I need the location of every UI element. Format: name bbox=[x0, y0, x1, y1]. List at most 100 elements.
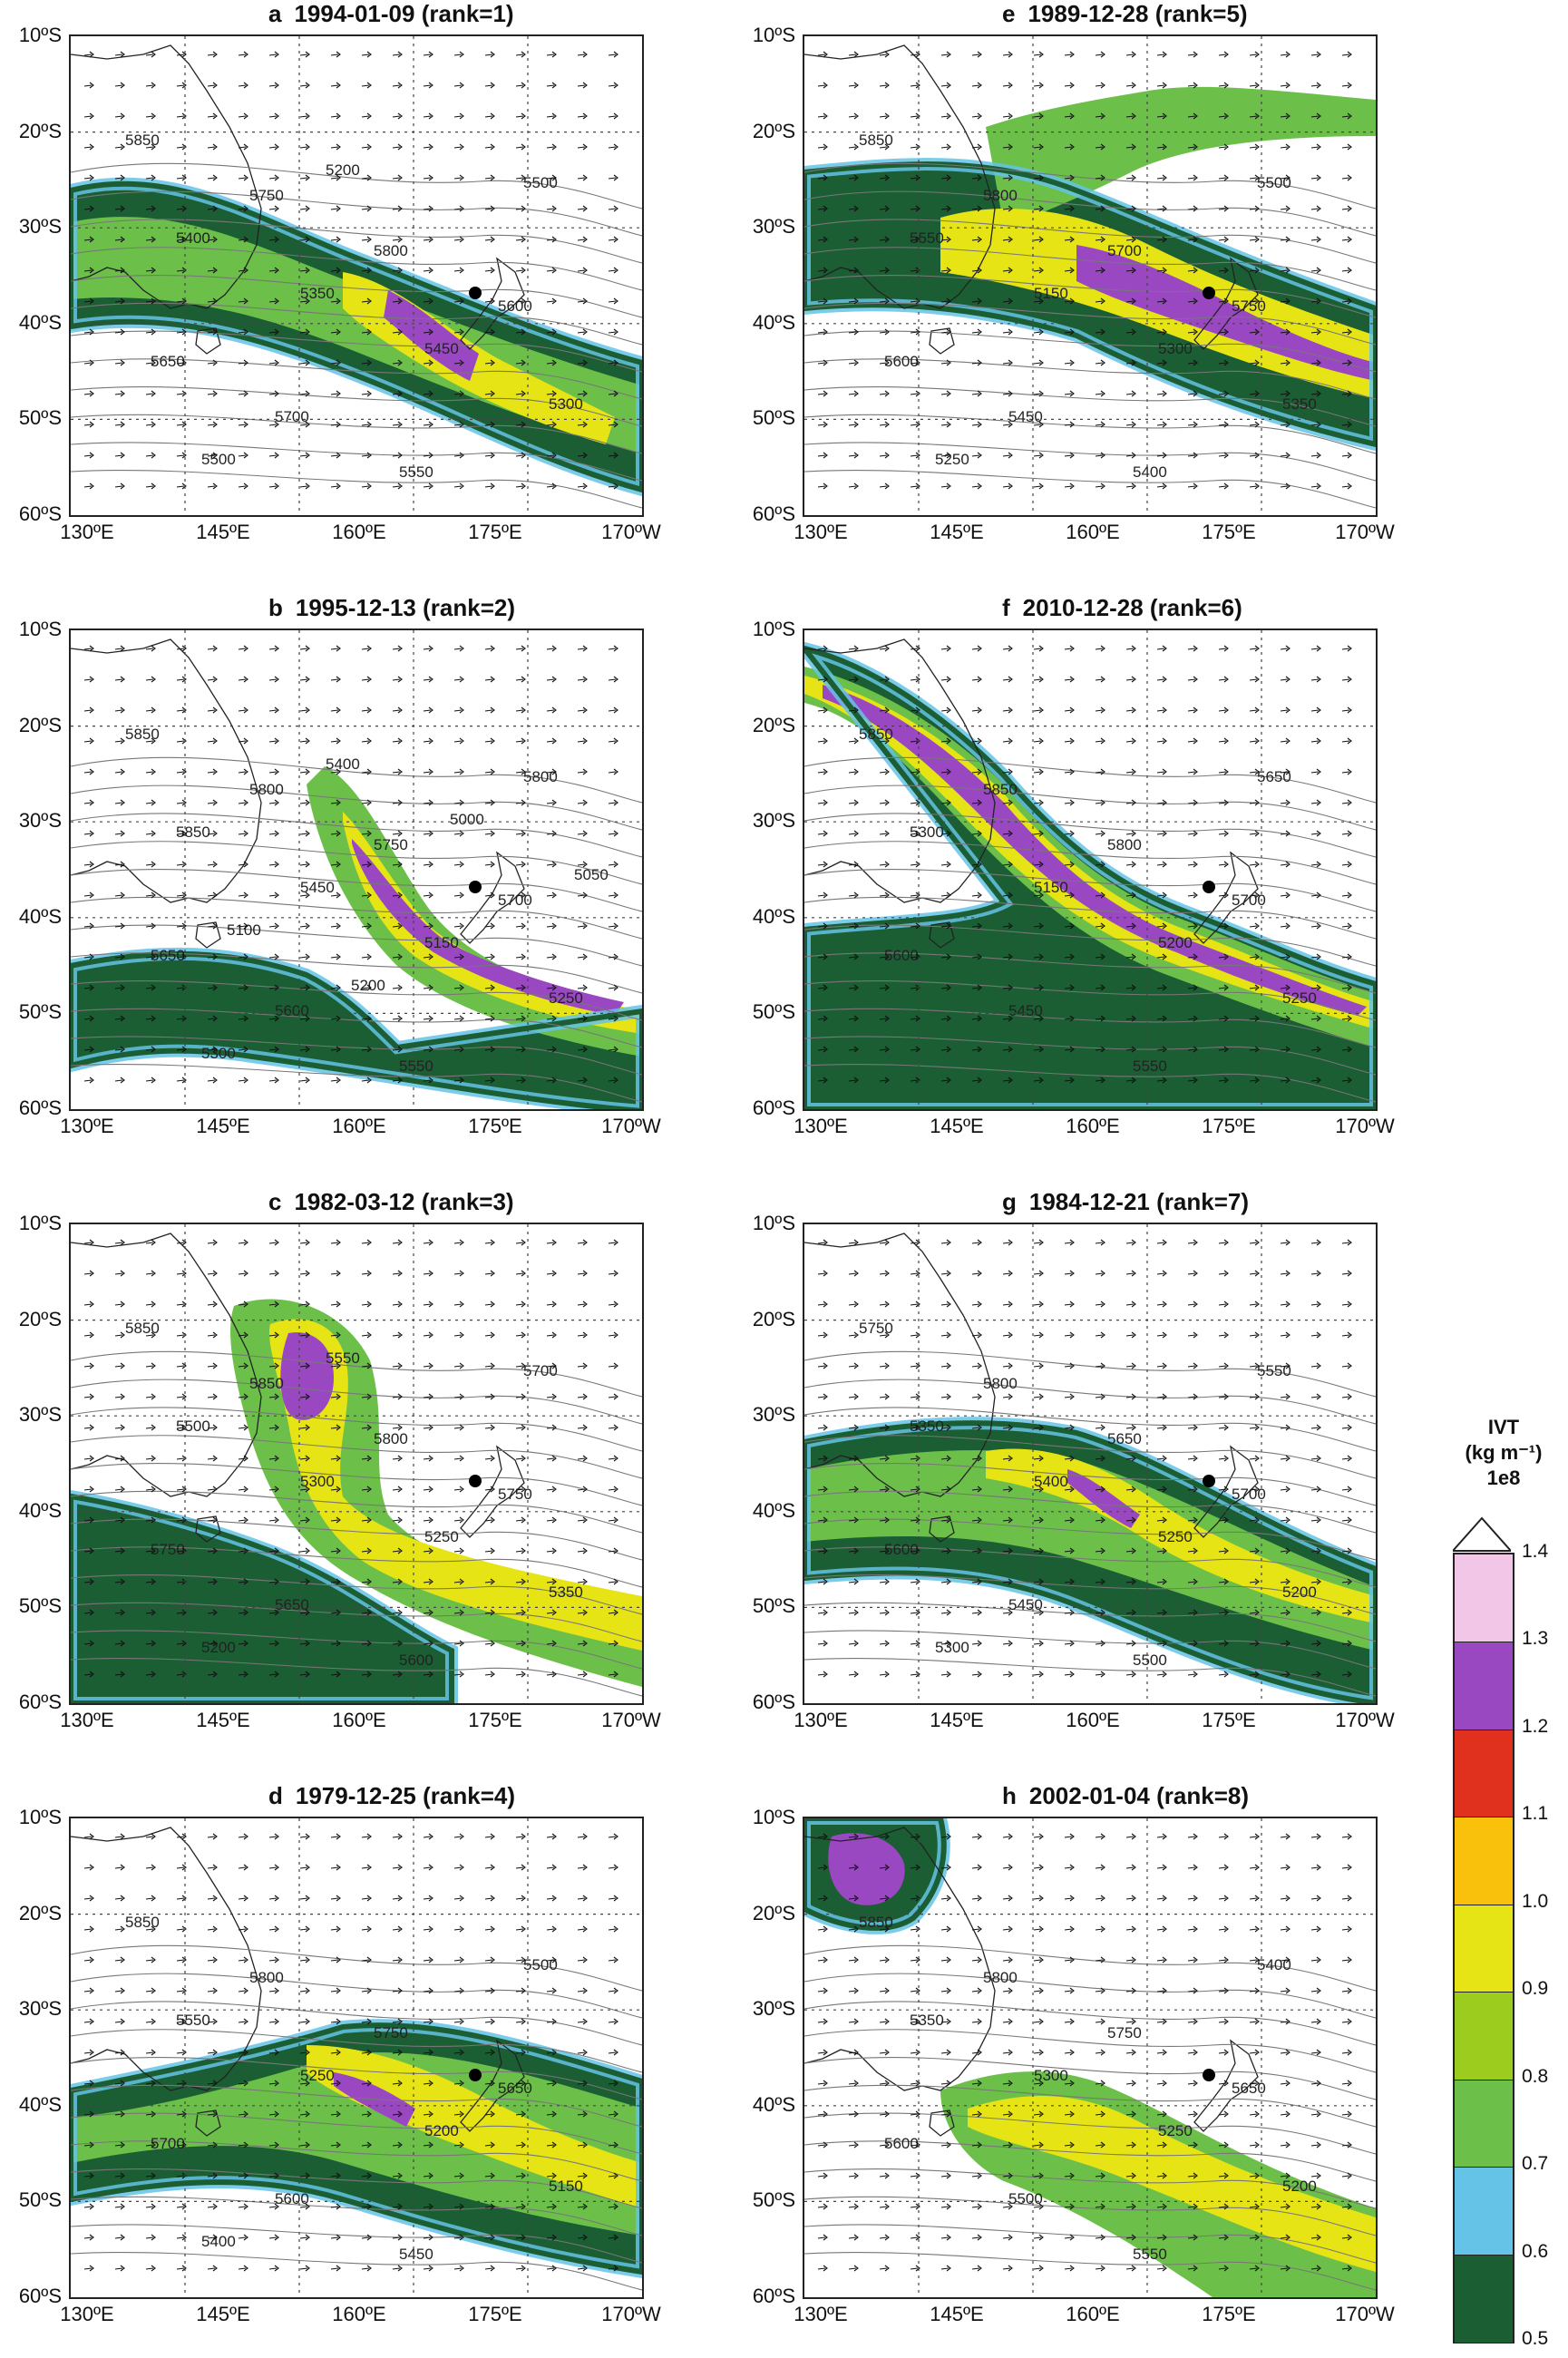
wind-vector bbox=[176, 1895, 187, 1902]
wind-vector bbox=[848, 1956, 859, 1963]
wind-vector bbox=[392, 51, 403, 58]
wind-vector bbox=[879, 1239, 890, 1246]
wind-vector bbox=[848, 205, 859, 212]
wind-vector bbox=[1002, 922, 1013, 930]
height-contour bbox=[804, 1379, 1376, 1425]
wind-vector bbox=[1341, 953, 1352, 960]
height-contour bbox=[71, 924, 642, 967]
wind-vector bbox=[910, 2018, 920, 2025]
wind-vector bbox=[299, 174, 310, 181]
wind-vector bbox=[453, 2265, 464, 2272]
height-contour bbox=[804, 2168, 1376, 2209]
colorbar-segment bbox=[1455, 1992, 1513, 2080]
wind-vector bbox=[238, 2110, 248, 2118]
wind-vector bbox=[114, 1393, 125, 1400]
wind-vector bbox=[238, 174, 248, 181]
colorbar-tick: 0.5 bbox=[1522, 2328, 1549, 2349]
wind-vector bbox=[910, 2203, 920, 2210]
wind-vector bbox=[1341, 1671, 1352, 1678]
wind-vector bbox=[1002, 267, 1013, 274]
wind-vector bbox=[608, 645, 618, 652]
wind-vector bbox=[1310, 892, 1321, 899]
wind-vector bbox=[299, 297, 310, 305]
wind-vector bbox=[1156, 2080, 1167, 2087]
wind-vector bbox=[114, 2172, 125, 2179]
wind-vector bbox=[1125, 1895, 1136, 1902]
contour-label: 5350 bbox=[910, 1418, 944, 1435]
wind-vector bbox=[879, 1925, 890, 1933]
wind-vector bbox=[392, 236, 403, 243]
wind-vector bbox=[879, 1833, 890, 1840]
wind-vector bbox=[1095, 1578, 1105, 1585]
wind-vector bbox=[1033, 768, 1044, 775]
wind-vector bbox=[577, 1895, 588, 1902]
wind-vector bbox=[608, 1640, 618, 1647]
wind-vector bbox=[910, 1455, 920, 1462]
wind-vector bbox=[577, 706, 588, 714]
wind-vector bbox=[145, 421, 156, 428]
wind-vector bbox=[453, 112, 464, 120]
wind-vector bbox=[1341, 1393, 1352, 1400]
wind-vector bbox=[1156, 1424, 1167, 1431]
wind-vector bbox=[817, 1239, 828, 1246]
wind-vector bbox=[423, 2018, 433, 2025]
wind-vector bbox=[330, 892, 341, 899]
wind-vector bbox=[423, 706, 433, 714]
wind-vector bbox=[299, 1424, 310, 1431]
wind-vector bbox=[1310, 861, 1321, 868]
wind-vector bbox=[608, 328, 618, 336]
contour-label: 5300 bbox=[549, 395, 583, 413]
wind-vector bbox=[577, 328, 588, 336]
lon-label: 175ºE bbox=[1202, 1709, 1256, 1731]
wind-vector bbox=[114, 2234, 125, 2241]
wind-vector bbox=[1310, 1015, 1321, 1022]
wind-vector bbox=[1187, 737, 1198, 745]
wind-vector bbox=[940, 1362, 951, 1369]
lon-label: 175ºE bbox=[468, 521, 522, 543]
wind-vector bbox=[299, 51, 310, 58]
contour-label: 5700 bbox=[498, 892, 532, 909]
wind-vector bbox=[207, 1455, 218, 1462]
wind-vector bbox=[1156, 452, 1167, 459]
wind-vector bbox=[361, 830, 372, 837]
wind-vector bbox=[879, 1424, 890, 1431]
contour-label: 5600 bbox=[884, 2135, 919, 2152]
colorbar-body bbox=[1453, 1553, 1514, 2343]
lat-label: 30ºS bbox=[18, 215, 62, 239]
contour-label: 5600 bbox=[399, 1652, 433, 1669]
wind-vector bbox=[515, 676, 526, 683]
wind-vector bbox=[608, 1956, 618, 1963]
wind-vector bbox=[1341, 482, 1352, 490]
wind-vector bbox=[1033, 799, 1044, 806]
wind-vector bbox=[1249, 892, 1260, 899]
wind-vector bbox=[83, 799, 94, 806]
wind-vector bbox=[1249, 799, 1260, 806]
wind-vector bbox=[1095, 236, 1105, 243]
wind-vector bbox=[1156, 1609, 1167, 1616]
wind-vector bbox=[546, 1671, 557, 1678]
height-contour bbox=[71, 1379, 642, 1425]
wind-vector bbox=[608, 1331, 618, 1339]
wind-vector bbox=[1249, 452, 1260, 459]
wind-vector bbox=[330, 452, 341, 459]
wind-vector bbox=[484, 482, 495, 490]
wind-vector bbox=[1002, 953, 1013, 960]
wind-vector bbox=[484, 2234, 495, 2241]
wind-vector bbox=[848, 984, 859, 991]
wind-vector bbox=[361, 922, 372, 930]
wind-vector bbox=[848, 1239, 859, 1246]
colorbar-segment bbox=[1455, 2079, 1513, 2168]
wind-vector bbox=[268, 676, 279, 683]
wind-vector bbox=[1249, 737, 1260, 745]
wind-vector bbox=[971, 922, 982, 930]
wind-vector bbox=[1249, 1424, 1260, 1431]
height-contour bbox=[71, 2224, 642, 2264]
wind-vector bbox=[546, 1640, 557, 1647]
wind-vector bbox=[910, 359, 920, 366]
wind-vector bbox=[848, 1362, 859, 1369]
contour-label: 5750 bbox=[151, 1541, 185, 1558]
height-contour bbox=[804, 1435, 1376, 1479]
wind-vector bbox=[848, 1833, 859, 1840]
wind-vector bbox=[484, 1301, 495, 1308]
wind-vector bbox=[577, 676, 588, 683]
